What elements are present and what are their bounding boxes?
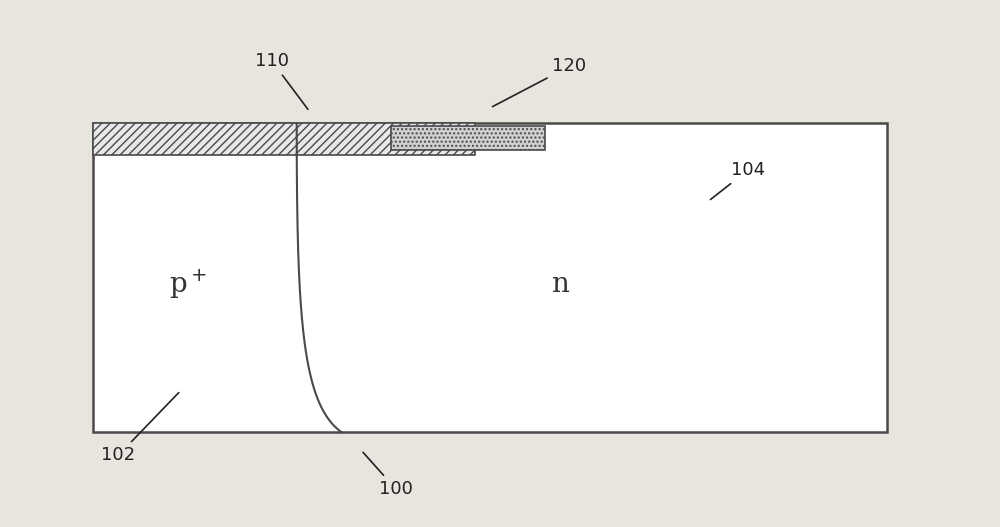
Text: 120: 120 [493, 57, 586, 106]
Bar [93, 123, 475, 154]
Text: 104: 104 [710, 161, 765, 200]
Text: 100: 100 [363, 452, 413, 498]
Bar [391, 125, 545, 150]
Text: 110: 110 [255, 52, 308, 109]
Text: n: n [551, 271, 568, 298]
Text: 102: 102 [101, 393, 179, 464]
Text: p$^+$: p$^+$ [169, 267, 207, 301]
Bar [93, 123, 887, 432]
